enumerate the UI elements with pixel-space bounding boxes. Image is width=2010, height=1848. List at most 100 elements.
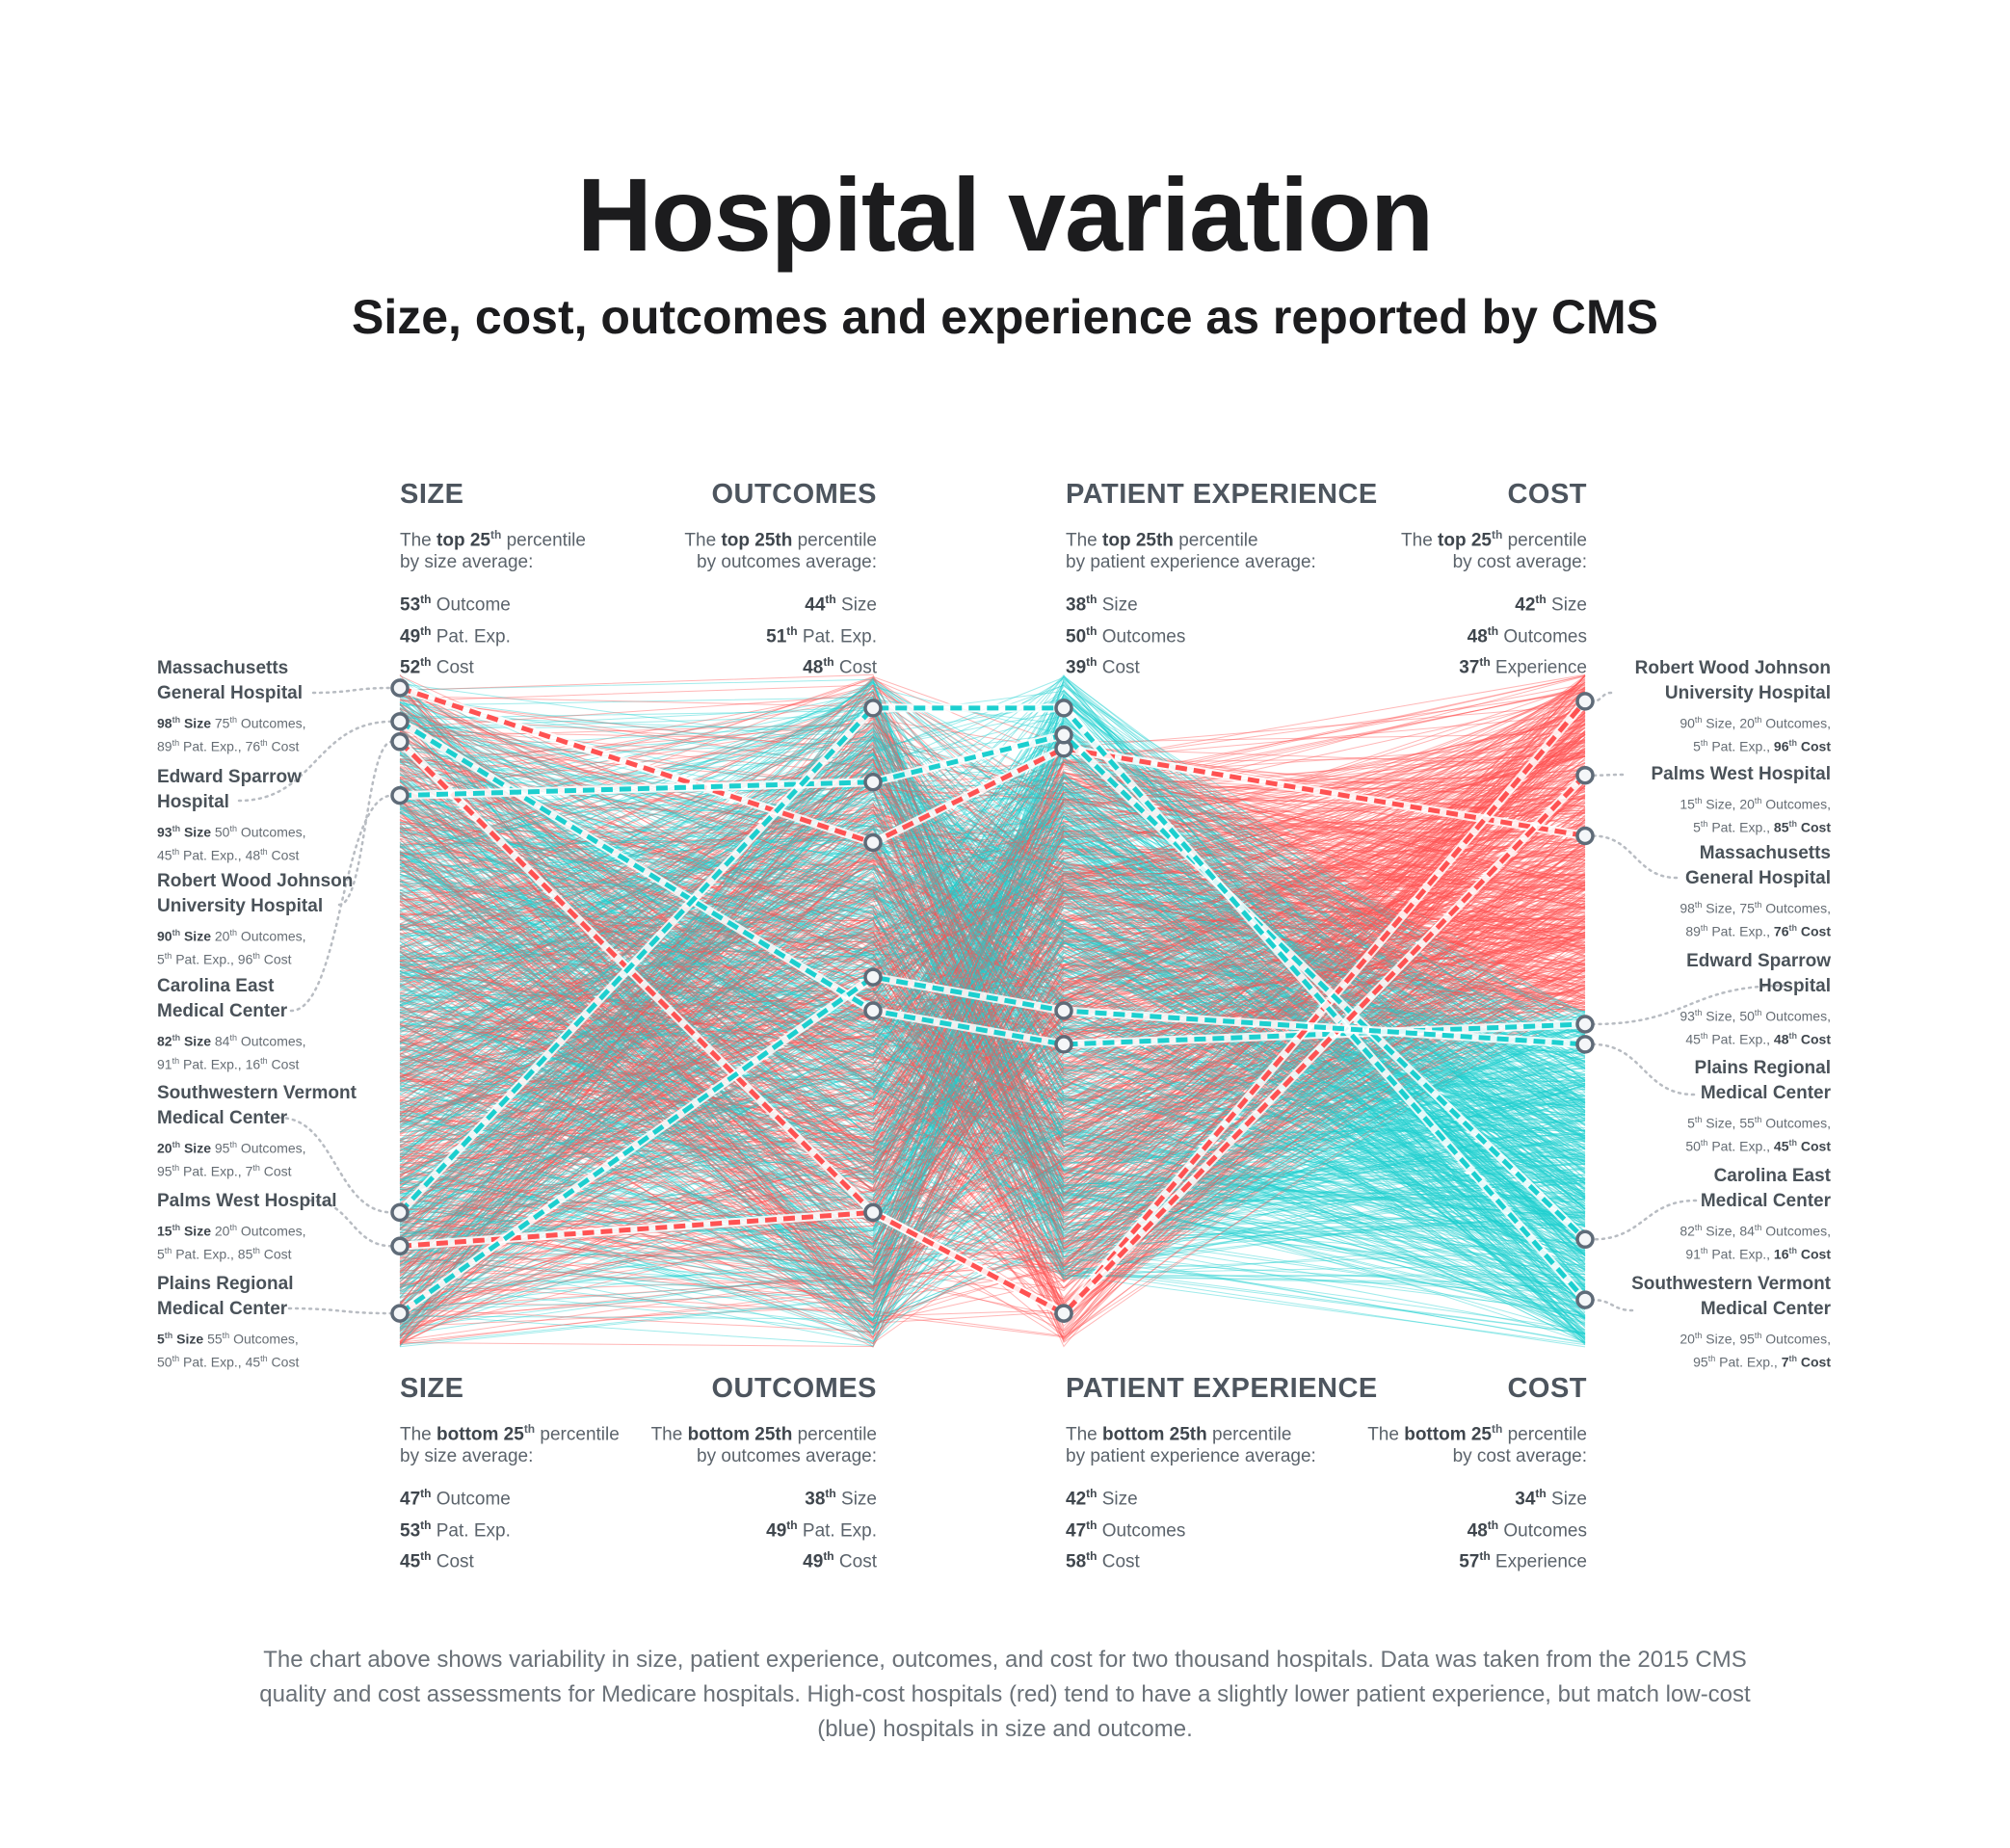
background-line <box>399 912 1586 1313</box>
leader-line <box>1591 691 1613 703</box>
background-line <box>399 797 1586 1210</box>
background-line <box>399 784 1586 1334</box>
background-line <box>399 830 1586 1195</box>
background-line <box>399 712 1586 1177</box>
background-line <box>399 833 1586 1199</box>
background-line <box>399 955 1586 1319</box>
background-line <box>399 859 1586 1276</box>
background-line <box>399 976 1586 1331</box>
hospital-stat-sup: th <box>252 950 260 961</box>
stat-value: 45 <box>400 1551 421 1572</box>
highlight-node[interactable] <box>1054 1304 1073 1323</box>
axis-description: The top 25th percentile by size average: <box>400 524 785 573</box>
hospital-label: Southwestern Vermont Medical Center 20th S… <box>1609 1272 1831 1371</box>
background-line <box>399 733 1586 1118</box>
highlight-node[interactable] <box>1054 699 1073 718</box>
stat-label: Experience <box>1490 657 1587 678</box>
background-line <box>399 758 1586 984</box>
background-line <box>399 763 1586 1210</box>
background-line <box>399 791 1586 1289</box>
hospital-stat-label: Cost <box>267 1056 300 1072</box>
highlight-node[interactable] <box>390 1202 410 1223</box>
background-line <box>399 703 1586 980</box>
background-line <box>399 794 1586 1138</box>
background-line <box>399 685 1586 1099</box>
highlight-node[interactable] <box>863 1001 883 1020</box>
hospital-stat-sup: th <box>172 1033 181 1043</box>
axis-stat-row: 47th Outcome <box>400 1481 785 1512</box>
background-line <box>399 892 1586 962</box>
hospital-stat-label: Outcomes, <box>1761 1223 1831 1239</box>
background-line <box>399 741 1586 1180</box>
background-line <box>399 802 1586 1262</box>
background-line <box>399 1064 1586 1216</box>
background-line <box>399 744 1586 1181</box>
background-line <box>399 696 1586 1070</box>
hospital-stat-label: Outcomes, <box>236 1140 306 1156</box>
highlight-node[interactable] <box>390 678 410 698</box>
background-line <box>399 712 1586 1263</box>
highlight-node[interactable] <box>390 732 410 752</box>
highlight-node[interactable] <box>1054 1035 1073 1054</box>
background-line <box>399 805 1586 1287</box>
highlight-node[interactable] <box>1575 1229 1595 1250</box>
background-line <box>399 709 1586 1137</box>
background-line <box>399 812 1586 1312</box>
background-line <box>399 961 1586 1342</box>
background-line <box>399 726 1586 1095</box>
hospital-stat-label: Size, <box>1702 1115 1736 1131</box>
hospital-stat-label: Cost <box>1797 1354 1831 1370</box>
highlight-node[interactable] <box>1575 765 1595 785</box>
highlight-node[interactable] <box>1575 1035 1595 1054</box>
background-line <box>399 874 1586 1180</box>
background-line <box>399 947 1586 1273</box>
background-line <box>399 933 1586 1101</box>
highlight-node[interactable] <box>1575 826 1595 846</box>
background-line <box>399 991 1586 1324</box>
background-line <box>399 758 1586 1340</box>
highlight-node[interactable] <box>1054 726 1073 745</box>
hospital-stat-line: 5th Pat. Exp., 85th Cost <box>1609 814 1831 837</box>
background-line <box>399 748 1586 1254</box>
background-line <box>399 681 1586 1122</box>
background-line <box>399 747 1586 1104</box>
highlight-node[interactable] <box>1575 692 1595 711</box>
background-line <box>399 745 1586 1167</box>
hospital-stat-label: Pat. Exp., <box>1707 1138 1771 1154</box>
background-line <box>399 703 1586 1316</box>
background-line <box>399 858 1586 1289</box>
highlight-node[interactable] <box>863 772 883 792</box>
hospital-stat-value: 50 <box>1685 1138 1701 1154</box>
background-line <box>399 761 1586 1103</box>
background-line <box>399 850 1586 1201</box>
hospital-stat-sup: th <box>229 1223 237 1232</box>
highlight-node[interactable] <box>863 699 883 718</box>
highlight-node[interactable] <box>390 785 410 805</box>
highlight-node[interactable] <box>1054 1001 1073 1020</box>
stat-label: Cost <box>431 657 474 678</box>
background-line <box>399 845 1586 1256</box>
highlight-node[interactable] <box>390 1236 410 1256</box>
background-line <box>399 678 1586 1322</box>
highlight-node[interactable] <box>390 1304 410 1323</box>
highlight-node[interactable] <box>863 967 883 987</box>
background-line <box>399 1160 1586 1343</box>
hospital-stat-label: Cost <box>1797 1031 1831 1047</box>
background-line <box>399 770 1586 1343</box>
highlight-node[interactable] <box>390 712 410 731</box>
highlight-node[interactable] <box>863 1202 883 1223</box>
hospital-stat-value: 5 <box>157 951 165 967</box>
highlight-node[interactable] <box>863 832 883 853</box>
stat-label: Size <box>1097 1489 1138 1510</box>
background-line <box>399 1019 1586 1253</box>
highlight-node[interactable] <box>1575 1015 1595 1034</box>
hospital-stat-line: 20th Size, 95th Outcomes, <box>1609 1326 1831 1349</box>
background-line <box>399 674 1586 1120</box>
hospital-stat-sup: th <box>222 1331 230 1340</box>
background-line <box>399 726 1586 916</box>
background-line <box>399 751 1586 1227</box>
background-line <box>399 695 1586 1180</box>
background-line <box>399 932 1586 1037</box>
hospital-stat-line: 95th Pat. Exp., 7th Cost <box>1609 1349 1831 1372</box>
highlight-node[interactable] <box>1575 1290 1595 1309</box>
